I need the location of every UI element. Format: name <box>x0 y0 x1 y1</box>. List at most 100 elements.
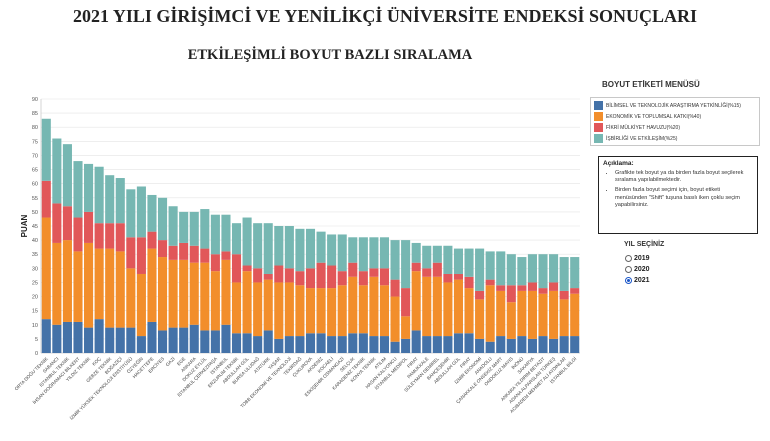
legend-item-ip[interactable]: FİKRİ MÜLKİYET HAVUZU(%20) <box>594 123 680 132</box>
bar-segment <box>475 248 485 291</box>
y-tick-label: 5 <box>35 337 38 343</box>
bar-segment <box>115 223 125 252</box>
bar-segment <box>327 265 337 289</box>
bar-segment <box>559 290 569 300</box>
bar-segment <box>105 327 115 353</box>
bar-segment <box>221 324 231 353</box>
bar-segment <box>390 296 400 342</box>
y-tick-label: 60 <box>32 182 38 188</box>
bar-segment <box>105 248 115 328</box>
bar-segment <box>453 279 464 334</box>
bar-segment <box>570 257 580 289</box>
bar-segment <box>379 237 390 269</box>
x-tick-label: KOÇ <box>91 356 102 367</box>
radio-button[interactable] <box>625 255 632 262</box>
bar-segment <box>443 245 453 274</box>
bar-segment <box>327 234 337 266</box>
bar-segment <box>253 223 263 269</box>
bar-segment <box>316 288 326 334</box>
x-tick-label: EGE <box>176 356 186 366</box>
bar-segment <box>517 290 527 337</box>
y-tick-label: 85 <box>32 111 38 117</box>
bar-segment <box>570 288 580 294</box>
y-tick-label: 65 <box>32 168 38 174</box>
bar-segment <box>527 338 537 353</box>
bar-segment <box>527 290 537 339</box>
bar-segment <box>475 290 485 300</box>
bar-segment <box>263 223 273 274</box>
bar-segment <box>210 271 220 331</box>
bar-segment <box>41 217 51 320</box>
radio-button[interactable] <box>625 277 632 284</box>
bar-segment <box>401 288 411 317</box>
year-selector-title: YIL SEÇİNİZ <box>624 241 665 248</box>
bar-segment <box>94 166 104 224</box>
bar-segment <box>485 251 495 280</box>
explanation-title: Açıklama: <box>603 160 634 167</box>
bar-segment <box>200 248 210 263</box>
legend-item-collaboration[interactable]: İŞBİRLİĞİ VE ETKİLEŞİM(%25) <box>594 134 677 143</box>
bar-segment <box>284 268 294 283</box>
bar-segment <box>559 336 569 353</box>
bar-segment <box>52 203 62 243</box>
bar-segment <box>337 336 347 353</box>
bar-segment <box>284 336 294 353</box>
bar-segment <box>475 338 485 353</box>
bar-segment <box>126 189 136 238</box>
bar-segment <box>41 319 51 353</box>
bar-segment <box>443 336 453 353</box>
bar-segment <box>200 209 210 249</box>
bar-segment <box>221 214 231 252</box>
bar-segment <box>168 259 178 328</box>
bar-segment <box>348 333 358 353</box>
bar-segment <box>147 248 157 322</box>
bar-segment <box>94 248 104 320</box>
bar-segment <box>390 240 400 280</box>
bar-segment <box>84 242 94 328</box>
year-option-2019[interactable]: 2019 <box>625 255 650 262</box>
bar-segment <box>179 327 189 353</box>
legend-item-research[interactable]: BİLİMSEL VE TEKNOLOJİK ARAŞTIRMA YETKİNL… <box>594 101 741 110</box>
bar-segment <box>263 273 273 280</box>
bar-segment <box>200 262 210 331</box>
bar-segment <box>41 118 51 181</box>
bar-segment <box>422 336 432 353</box>
bar-segment <box>327 336 337 353</box>
bar-segment <box>126 268 136 328</box>
bar-segment <box>295 271 305 286</box>
bar-segment <box>62 206 72 241</box>
bar-segment <box>274 226 284 266</box>
bar-segment <box>136 273 146 337</box>
bar-segment <box>517 285 527 291</box>
bar-segment <box>538 293 548 337</box>
bar-segment <box>379 336 390 353</box>
bar-segment <box>253 282 263 337</box>
bar-segment <box>231 282 242 334</box>
y-tick-label: 75 <box>32 139 38 145</box>
bar-segment <box>242 265 252 272</box>
bar-segment <box>126 327 136 353</box>
bar-segment <box>464 248 474 277</box>
bar-segment <box>549 290 559 339</box>
y-tick-label: 25 <box>32 280 38 286</box>
bar-segment <box>316 231 326 263</box>
bar-segment <box>210 254 220 272</box>
bar-segment <box>327 288 337 337</box>
bar-segment <box>136 237 146 274</box>
bar-segment <box>221 259 231 325</box>
bar-segment <box>179 259 189 328</box>
bar-segment <box>422 268 432 277</box>
year-option-2020[interactable]: 2020 <box>625 266 650 273</box>
bar-segment <box>274 265 284 283</box>
year-option-2021[interactable]: 2021 <box>625 277 650 284</box>
bar-segment <box>496 251 506 286</box>
bar-segment <box>485 285 495 342</box>
bar-segment <box>274 338 284 353</box>
bar-segment <box>517 336 527 353</box>
bar-segment <box>422 245 432 269</box>
bar-segment <box>284 226 294 269</box>
radio-button[interactable] <box>625 266 632 273</box>
legend-item-economic[interactable]: EKONOMİK VE TOPLUMSAL KATKI(%40) <box>594 112 701 121</box>
bar-segment <box>348 262 358 277</box>
